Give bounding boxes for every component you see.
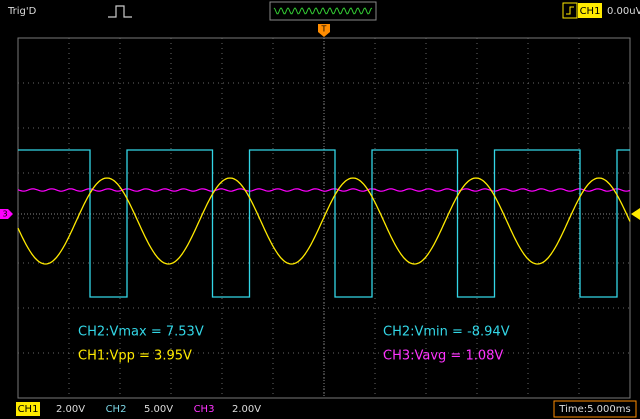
memory-bar [269, 1, 377, 21]
measurement: CH2:Vmax = 7.53V [78, 325, 204, 340]
trigger-channel-box [578, 3, 602, 18]
trigger-marker-label: T [321, 25, 327, 34]
timebase: Time:5.000ms [558, 404, 630, 415]
timebase-box [553, 400, 637, 418]
channel-name: CH3 [194, 404, 215, 415]
graticule [18, 38, 630, 398]
waveforms [17, 149, 631, 298]
ch2-trace [18, 149, 630, 298]
trigger-position-marker [318, 24, 330, 37]
edge-symbol [566, 6, 574, 15]
channel-name: CH1 [18, 404, 39, 415]
bottom-bar [0, 400, 640, 419]
memory-wave [273, 7, 373, 15]
ch3-box [192, 402, 216, 416]
channel3-marker-label: 3 [2, 210, 7, 219]
measurement: CH3:Vavg = 1.08V [383, 349, 503, 364]
measurement: CH2:Vmin = -8.94V [383, 325, 510, 340]
ch3-trace [17, 188, 631, 192]
trigger-channel: CH1 [580, 6, 601, 17]
pulse-icon [108, 5, 132, 18]
ch1-box [16, 402, 40, 416]
measurement: CH1:Vpp = 3.95V [78, 349, 192, 364]
trigger-level-marker [631, 208, 640, 220]
channel3-marker [0, 209, 13, 219]
trigger-level: 0.00uV [607, 6, 640, 17]
channel-scale: 5.00V [144, 404, 173, 415]
trigger-status: Trig'D [7, 6, 37, 17]
channel-scale: 2.00V [232, 404, 261, 415]
channel-scale: 2.00V [56, 404, 85, 415]
channel-name: CH2 [106, 404, 127, 415]
ch1-trace [17, 177, 631, 265]
ch2-box [104, 402, 128, 416]
